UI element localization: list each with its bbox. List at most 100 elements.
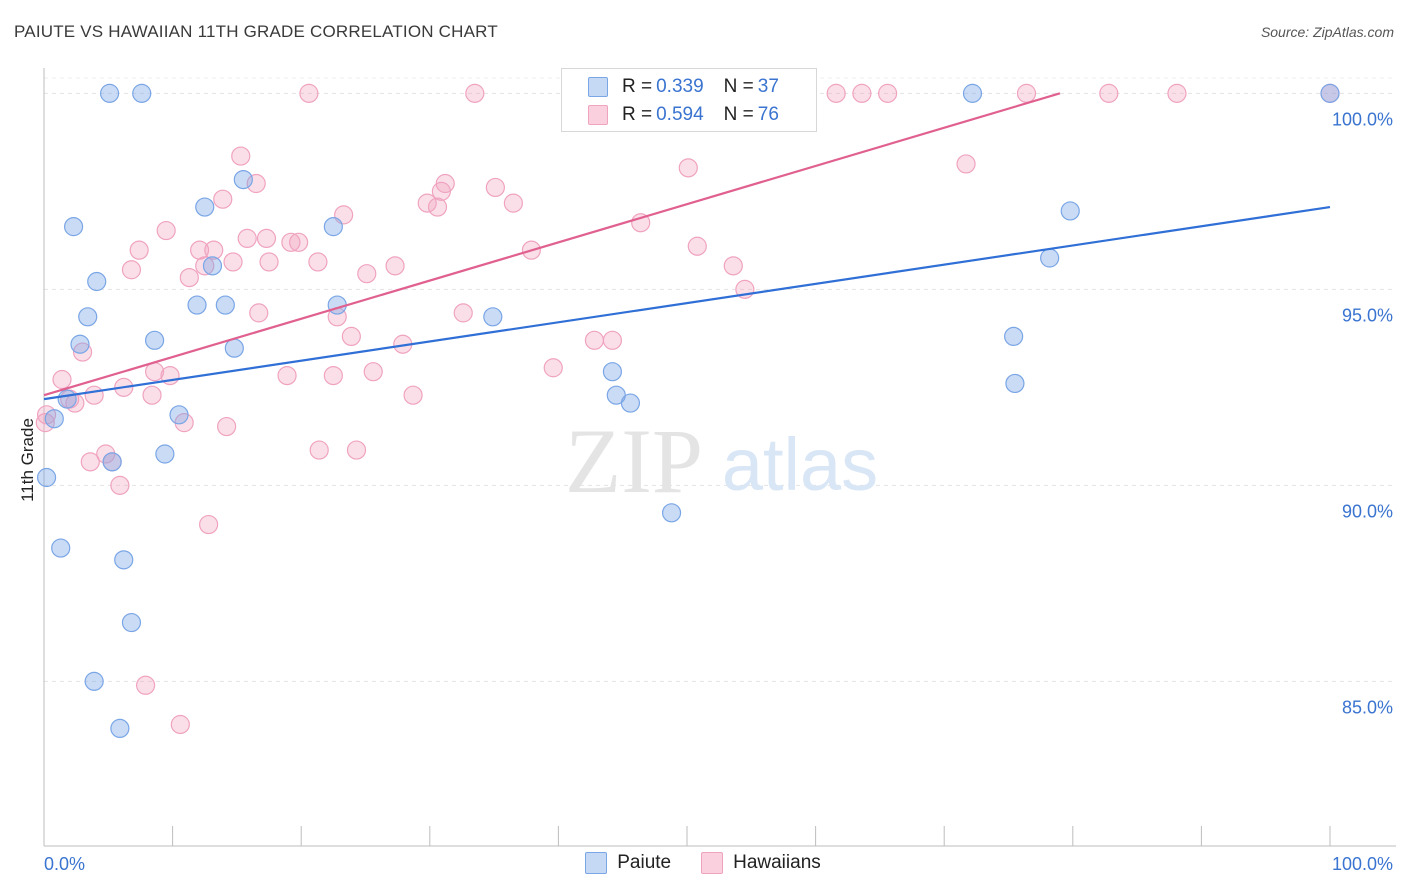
hawaiians-point bbox=[156, 220, 176, 241]
hawaiians-point bbox=[385, 256, 405, 276]
watermark-atlas: atlas bbox=[722, 423, 878, 506]
paiute-r-value: 0.339 bbox=[656, 76, 704, 97]
x-tick-label-start: 0.0% bbox=[44, 854, 85, 874]
hawaiians-point bbox=[852, 83, 872, 103]
hawaiians-trend-line bbox=[43, 92, 1061, 397]
hawaiians-point bbox=[52, 369, 72, 390]
hawaiians-n-value: 76 bbox=[757, 104, 779, 125]
hawaiians-point bbox=[121, 260, 142, 280]
paiute-point bbox=[1005, 373, 1025, 394]
x-tick-label-end: 100.0% bbox=[1332, 854, 1393, 874]
paiute-point bbox=[169, 405, 189, 425]
hawaiians-point bbox=[453, 303, 473, 323]
hawaiians-point bbox=[503, 193, 523, 213]
hawaiians-point bbox=[465, 83, 485, 103]
hawaiians-point bbox=[179, 268, 199, 288]
hawaiians-point bbox=[72, 342, 93, 362]
paiute-point bbox=[99, 83, 120, 103]
y-tick-label-95: 95.0% bbox=[1342, 305, 1393, 325]
paiute-point bbox=[215, 295, 235, 315]
trend-lines bbox=[43, 92, 1331, 401]
hawaiians-point bbox=[231, 146, 251, 166]
hawaiians-point bbox=[485, 177, 505, 198]
hawaiians-point bbox=[1099, 83, 1119, 103]
paiute-point bbox=[84, 671, 104, 691]
hawaiians-point bbox=[403, 385, 423, 405]
paiute-point bbox=[1004, 326, 1024, 346]
paiute-point bbox=[51, 538, 71, 558]
hawaiians-point bbox=[213, 189, 233, 209]
paiute-point bbox=[1060, 201, 1080, 221]
legend-row-hawaiians: R = 0.594 N = 76 bbox=[562, 100, 779, 130]
paiute-point bbox=[110, 718, 130, 739]
hawaiians-point bbox=[363, 362, 383, 382]
hawaiians-point bbox=[723, 256, 743, 276]
hawaiians-point bbox=[142, 385, 162, 405]
paiute-point bbox=[114, 550, 134, 570]
legend-item-hawaiians[interactable]: Hawaiians bbox=[701, 852, 821, 874]
paiute-point bbox=[1040, 248, 1060, 268]
paiute-point bbox=[602, 362, 623, 382]
hawaiians-point bbox=[223, 252, 243, 272]
paiute-point bbox=[132, 83, 152, 103]
hawaiians-n-label: N = bbox=[723, 104, 754, 125]
paiute-point bbox=[224, 338, 244, 358]
hawaiians-r-value: 0.594 bbox=[656, 104, 704, 125]
paiute-point bbox=[962, 83, 983, 103]
hawaiians-point bbox=[249, 303, 269, 323]
paiute-n-label: N = bbox=[723, 76, 754, 97]
hawaiians-point bbox=[357, 264, 377, 284]
paiute-point bbox=[44, 409, 64, 429]
paiute-point bbox=[483, 307, 503, 327]
hawaiians-point bbox=[341, 326, 361, 346]
series-legend: Paiute Hawaiians bbox=[0, 852, 1406, 874]
hawaiians-point bbox=[299, 83, 319, 103]
hawaiians-point bbox=[678, 158, 698, 178]
hawaiians-point bbox=[289, 232, 309, 252]
paiute-swatch bbox=[588, 77, 608, 97]
hawaiians-point bbox=[346, 440, 367, 460]
hawaiians-point bbox=[602, 330, 623, 350]
paiute-point bbox=[57, 389, 77, 409]
paiute-point bbox=[195, 197, 215, 217]
source-attribution: Source: ZipAtlas.com bbox=[1260, 24, 1394, 40]
watermark: ZIP atlas bbox=[565, 410, 878, 512]
hawaiians-point bbox=[323, 366, 343, 386]
hawaiians-point bbox=[259, 252, 279, 272]
paiute-point bbox=[187, 295, 207, 315]
hawaiians-point bbox=[308, 252, 328, 272]
paiute-legend-swatch bbox=[585, 852, 608, 874]
hawaiians-point bbox=[543, 358, 563, 378]
legend-row-paiute: R = 0.339 N = 37 bbox=[562, 72, 779, 102]
grid-lines bbox=[44, 77, 1396, 682]
paiute-point bbox=[102, 452, 122, 472]
hawaiians-point bbox=[129, 240, 149, 260]
watermark-zip: ZIP bbox=[565, 410, 703, 512]
hawaiians-point bbox=[309, 440, 329, 460]
paiute-legend-label: Paiute bbox=[617, 852, 672, 873]
paiute-point bbox=[202, 256, 223, 276]
paiute-n-value: 37 bbox=[757, 76, 779, 97]
y-tick-label-100: 100.0% bbox=[1332, 109, 1393, 129]
paiute-point bbox=[144, 330, 165, 350]
paiute-points bbox=[36, 83, 1340, 739]
paiute-point bbox=[121, 612, 142, 633]
hawaiians-point bbox=[417, 193, 437, 213]
legend-item-paiute[interactable]: Paiute bbox=[585, 852, 671, 874]
hawaiians-point bbox=[1167, 83, 1187, 103]
hawaiians-point bbox=[687, 236, 707, 256]
hawaiians-point bbox=[1016, 83, 1037, 103]
hawaiians-points bbox=[35, 83, 1340, 735]
hawaiians-legend-swatch bbox=[701, 852, 724, 874]
hawaiians-point bbox=[80, 452, 100, 472]
hawaiians-point bbox=[84, 385, 104, 405]
paiute-r-label: R = bbox=[622, 76, 653, 97]
paiute-point bbox=[155, 444, 175, 464]
hawaiians-point bbox=[204, 240, 224, 260]
paiute-point bbox=[87, 271, 107, 292]
y-axis-label: 11th Grade bbox=[18, 418, 37, 502]
hawaiians-point bbox=[427, 197, 448, 217]
hawaiians-r-label: R = bbox=[622, 104, 653, 125]
hawaiians-point bbox=[217, 416, 237, 437]
